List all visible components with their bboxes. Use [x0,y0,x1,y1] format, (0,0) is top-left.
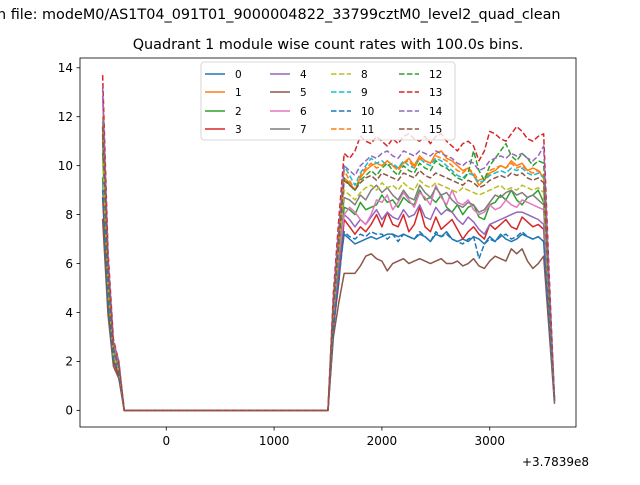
legend-label-14: 14 [429,106,443,118]
figure-suptitle: n file: modeM0/AS1T04_091T01_9000004822_… [0,7,561,23]
legend-label-4: 4 [300,69,307,81]
series-line-5 [101,218,556,412]
y-tick-label: 14 [58,61,73,75]
legend-label-9: 9 [361,87,368,99]
series-line-14 [101,87,556,412]
legend-label-7: 7 [300,124,307,136]
series-line-10 [101,190,556,412]
legend-label-11: 11 [361,124,374,136]
plot-frame [79,57,577,428]
y-tick-label: 12 [58,110,73,124]
series-line-8 [101,160,556,412]
y-tick-label: 6 [65,257,73,271]
legend-label-0: 0 [235,69,242,81]
legend-label-10: 10 [361,106,374,118]
series-line-6 [101,96,556,412]
x-tick-label: 0 [162,434,170,448]
x-tick-label: 2000 [367,434,398,448]
legend-label-5: 5 [300,87,307,99]
y-tick-label: 4 [65,306,73,320]
y-tick-label: 2 [65,355,73,369]
legend-label-13: 13 [429,87,442,99]
y-tick-label: 8 [65,208,73,222]
legend-label-8: 8 [361,69,368,81]
chart-title: Quadrant 1 module wise count rates with … [133,37,524,53]
y-axis: 0 2 4 6 8 10 12 14 [58,61,80,418]
x-tick-label: 3000 [474,434,505,448]
x-tick-label: 1000 [259,434,290,448]
series-layer [101,75,556,412]
legend-label-6: 6 [300,106,307,118]
y-tick-label: 10 [58,159,73,173]
legend-label-2: 2 [235,106,242,118]
y-tick-label: 0 [65,404,73,418]
legend-label-12: 12 [429,69,442,81]
series-line-13 [101,75,556,412]
series-line-15 [101,126,556,412]
x-axis: 0 1000 2000 3000 [162,427,505,448]
x-offset-label: +3.7839e8 [522,455,589,469]
legend-label-3: 3 [235,124,242,136]
legend-box [200,61,456,141]
legend-label-1: 1 [235,87,242,99]
legend-label-15: 15 [429,124,442,136]
